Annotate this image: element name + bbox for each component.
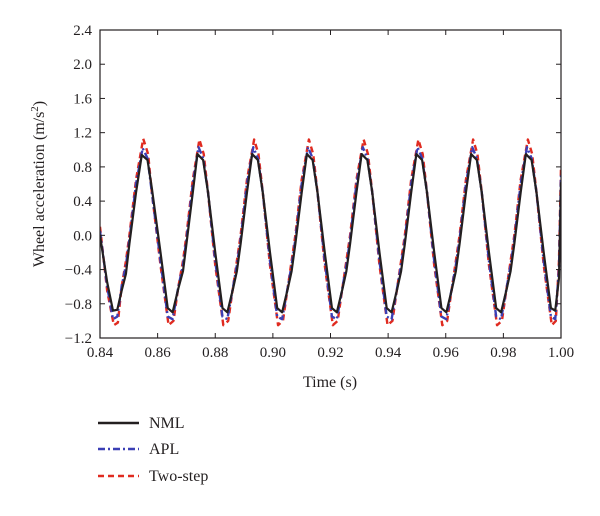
y-axis: −1.2 −0.8 −0.4 0.0 0.4 0.8 1.2 1.6 2.0 2.4: [65, 23, 561, 347]
x-tick-label: 0.86: [145, 345, 172, 361]
x-axis: 0.84 0.86 0.88 0.90 0.92 0.94 0.96 0.98 1.00: [87, 30, 574, 361]
y-tick-label: 0.0: [73, 228, 92, 244]
y-axis-title-close: ): [31, 101, 48, 106]
y-tick-label: −0.8: [65, 297, 92, 313]
series-line-apl: [100, 146, 561, 321]
y-tick-label: −1.2: [65, 331, 92, 347]
y-tick-label: 2.4: [73, 23, 92, 39]
x-tick-label: 0.92: [317, 345, 343, 361]
legend-label-two-step: Two-step: [149, 468, 208, 485]
x-axis-title: Time (s): [303, 374, 357, 391]
y-tick-label: 1.6: [73, 91, 92, 107]
x-tick-label: 0.88: [202, 345, 228, 361]
series-layer: [100, 137, 561, 327]
y-axis-title: Wheel acceleration (m/s2): [29, 101, 48, 267]
legend-label-apl: APL: [149, 441, 179, 458]
x-tick-label: 1.00: [548, 345, 574, 361]
x-tick-label: 0.96: [433, 345, 460, 361]
x-tick-label: 0.94: [375, 345, 402, 361]
legend-label-nml: NML: [149, 415, 185, 432]
series-line-nml: [100, 152, 561, 314]
y-tick-label: 2.0: [73, 57, 92, 73]
y-tick-label: 0.8: [73, 160, 92, 176]
y-tick-label: 0.4: [73, 194, 92, 210]
legend: NML APL Two-step: [98, 415, 208, 485]
x-tick-label: 0.84: [87, 345, 114, 361]
y-tick-label: −0.4: [65, 263, 93, 279]
x-tick-label: 0.90: [260, 345, 286, 361]
y-axis-title-main: Wheel acceleration (m/s: [31, 112, 48, 267]
x-tick-label: 0.98: [490, 345, 516, 361]
y-axis-title-superscript: 2: [29, 106, 41, 112]
y-tick-label: 1.2: [73, 126, 92, 142]
